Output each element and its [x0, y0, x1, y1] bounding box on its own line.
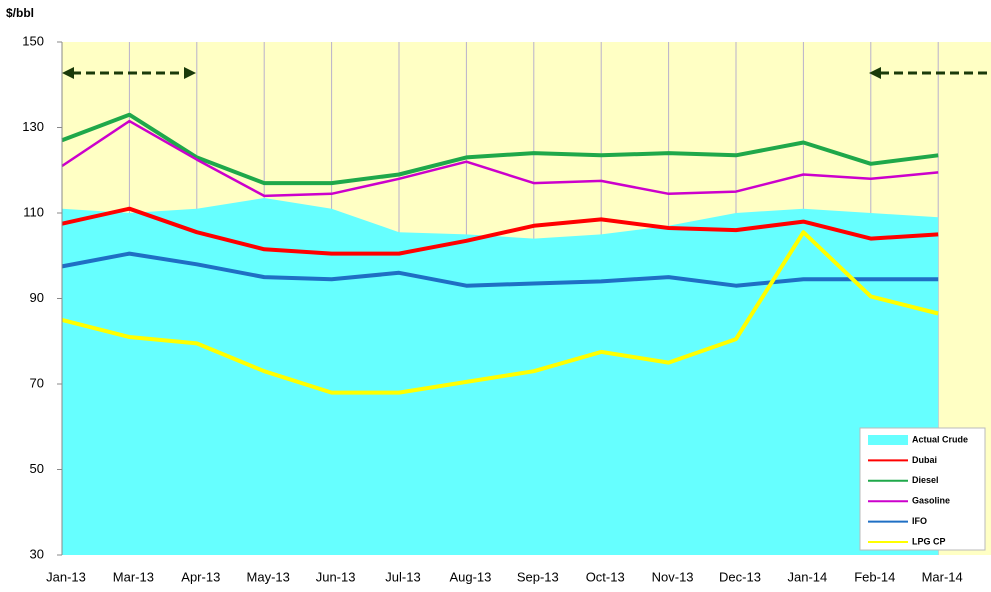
y-tick-label: 70 [30, 375, 44, 390]
line [61, 119, 939, 198]
x-tick-label: Mar-14 [922, 569, 963, 584]
x-tick-label: Jul-13 [385, 569, 420, 584]
y-tick-label: 50 [30, 461, 44, 476]
legend-swatch [868, 435, 908, 445]
period-arrow [869, 67, 991, 79]
legend-label: LPG CP [912, 536, 946, 546]
y-tick-label: 110 [23, 204, 44, 219]
x-tick-label: Feb-14 [854, 569, 895, 584]
line [61, 230, 939, 395]
x-tick-label: May-13 [247, 569, 290, 584]
period-arrow [62, 67, 196, 79]
y-tick-label: 130 [22, 119, 44, 134]
legend: Actual Crude Dubai Diesel Gasoline IFO LPG CP [859, 427, 986, 551]
y-tick-label: 90 [30, 290, 44, 305]
x-tick-label: Sep-13 [517, 569, 559, 584]
legend-label: Diesel [912, 475, 939, 485]
x-tick-label: Mar-13 [113, 569, 154, 584]
x-tick-label: Jan-14 [788, 569, 828, 584]
legend-label: Dubai [912, 455, 937, 465]
x-tick-label: Apr-13 [181, 569, 220, 584]
x-tick-label: Nov-13 [652, 569, 694, 584]
x-tick-label: Oct-13 [586, 569, 625, 584]
x-tick-label: Jun-13 [316, 569, 356, 584]
x-tick-label: Jan-13 [46, 569, 86, 584]
line [61, 112, 939, 186]
line [61, 251, 939, 288]
legend-label: Actual Crude [912, 434, 968, 444]
legend-label: Gasoline [912, 496, 950, 506]
x-tick-label: Dec-13 [719, 569, 761, 584]
y-axis-label: $/bbl [6, 6, 34, 20]
legend-label: IFO [912, 516, 927, 526]
y-tick-label: 30 [30, 546, 44, 561]
x-tick-label: Aug-13 [449, 569, 491, 584]
y-tick-label: 150 [22, 33, 44, 48]
line [61, 206, 939, 256]
